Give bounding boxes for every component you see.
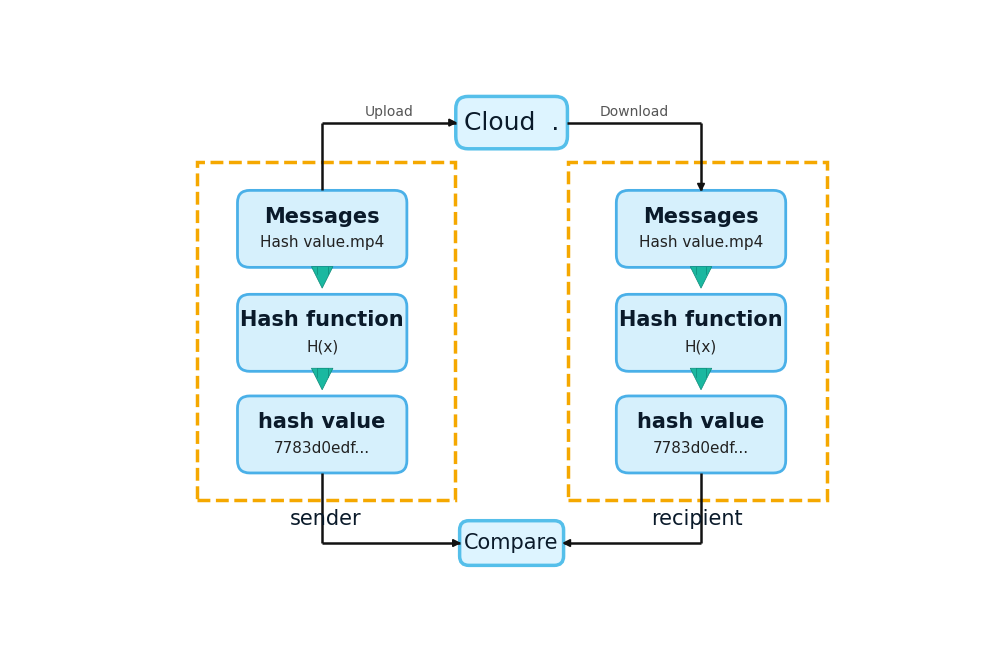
Polygon shape (312, 368, 333, 390)
FancyBboxPatch shape (460, 521, 563, 565)
Polygon shape (690, 368, 712, 390)
Polygon shape (453, 540, 460, 546)
Text: 7783d0edf...: 7783d0edf... (653, 441, 749, 456)
Text: Cloud  .: Cloud . (464, 111, 559, 134)
Bar (567, 162, 826, 500)
Bar (695, 368, 706, 377)
Bar (695, 266, 706, 274)
Text: H(x): H(x) (306, 339, 339, 354)
Polygon shape (697, 184, 704, 190)
Text: Hash value.mp4: Hash value.mp4 (639, 236, 763, 250)
Text: recipient: recipient (651, 509, 743, 529)
FancyBboxPatch shape (616, 295, 786, 371)
FancyBboxPatch shape (456, 96, 567, 149)
Text: hash value: hash value (259, 412, 386, 432)
Text: Hash function: Hash function (619, 310, 783, 331)
Bar (197, 162, 455, 500)
Bar (317, 266, 328, 274)
Text: 7783d0edf...: 7783d0edf... (274, 441, 371, 456)
Polygon shape (563, 540, 570, 546)
Text: H(x): H(x) (685, 339, 717, 354)
FancyBboxPatch shape (238, 295, 407, 371)
Polygon shape (312, 266, 333, 288)
Bar (317, 368, 328, 377)
Text: Upload: Upload (365, 105, 414, 119)
Text: Messages: Messages (643, 207, 759, 226)
FancyBboxPatch shape (616, 190, 786, 268)
Polygon shape (690, 266, 712, 288)
Text: Compare: Compare (465, 533, 558, 553)
FancyBboxPatch shape (238, 190, 407, 268)
FancyBboxPatch shape (616, 396, 786, 473)
Text: hash value: hash value (637, 412, 764, 432)
Text: sender: sender (290, 509, 361, 529)
Text: Hash function: Hash function (241, 310, 404, 331)
FancyBboxPatch shape (238, 396, 407, 473)
Text: Hash value.mp4: Hash value.mp4 (260, 236, 385, 250)
Text: Download: Download (599, 105, 669, 119)
Text: Messages: Messages (265, 207, 380, 226)
Polygon shape (449, 119, 456, 126)
